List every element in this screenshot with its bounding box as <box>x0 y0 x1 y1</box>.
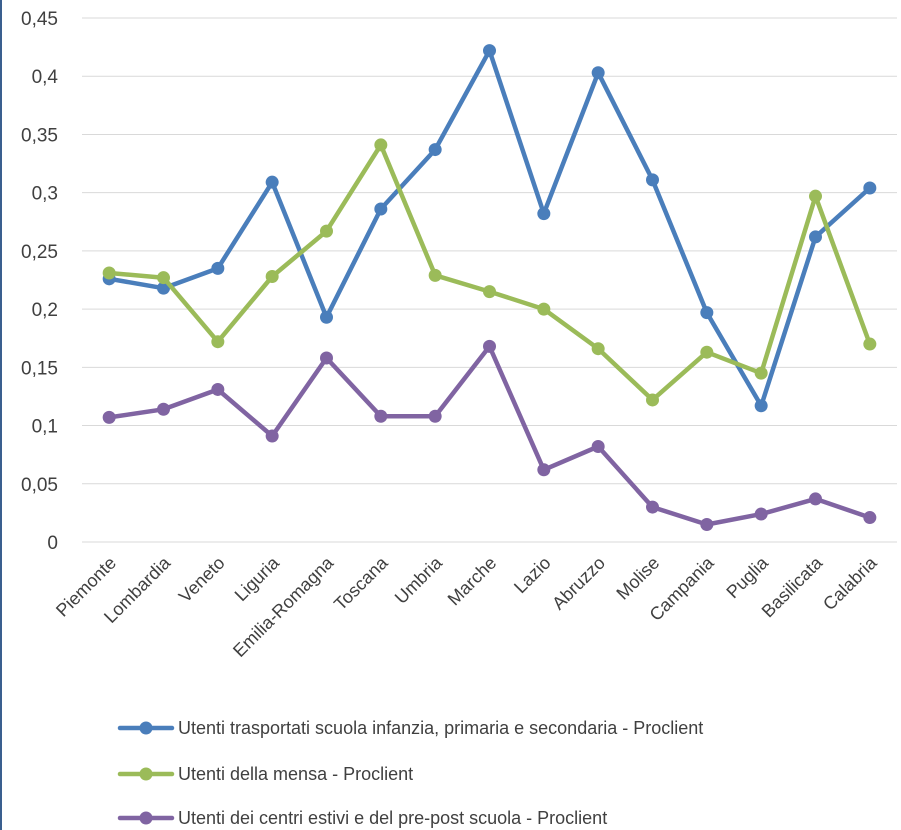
data-point <box>537 302 551 316</box>
legend-label: Utenti dei centri estivi e del pre-post … <box>178 808 607 828</box>
data-point <box>754 399 768 413</box>
data-point <box>265 270 279 284</box>
data-point <box>863 181 877 195</box>
data-point <box>157 271 170 285</box>
series-line <box>106 142 873 403</box>
data-point <box>591 66 605 80</box>
x-tick-label: Liguria <box>231 552 284 605</box>
legend-label: Utenti trasportati scuola infanzia, prim… <box>178 718 703 738</box>
data-point <box>320 310 333 324</box>
x-tick-label: Puglia <box>722 552 772 602</box>
series-3 <box>102 339 877 532</box>
data-point <box>428 143 442 157</box>
data-point <box>646 173 659 187</box>
data-point <box>809 230 822 244</box>
data-point <box>483 339 496 353</box>
y-tick-label: 0,1 <box>32 417 58 438</box>
legend-item: Utenti dei centri estivi e del pre-post … <box>117 808 607 828</box>
y-tick-label: 0,05 <box>21 475 58 496</box>
y-tick-label: 0,45 <box>21 9 58 30</box>
data-point <box>863 511 877 525</box>
y-tick-label: 0,25 <box>21 242 58 263</box>
left-edge-line <box>0 0 2 830</box>
data-point <box>374 409 388 423</box>
data-point <box>265 429 279 443</box>
data-point <box>483 44 496 58</box>
legend: Utenti trasportati scuola infanzia, prim… <box>117 718 703 828</box>
x-tick-label: Basilicata <box>758 552 827 621</box>
x-tick-label: Calabria <box>819 552 881 614</box>
data-point <box>700 345 714 359</box>
y-tick-label: 0,4 <box>32 67 59 88</box>
y-axis: 0 0,05 0,1 0,15 0,2 0,25 0,3 0,35 0,4 0,45 <box>21 9 58 554</box>
data-point <box>863 337 877 351</box>
legend-item: Utenti trasportati scuola infanzia, prim… <box>117 718 703 738</box>
data-point <box>537 207 551 221</box>
legend-swatch-marker <box>139 721 153 735</box>
data-point <box>809 492 822 506</box>
data-point <box>320 351 333 365</box>
legend-swatch-marker <box>139 767 153 781</box>
data-point <box>265 175 279 189</box>
data-point <box>754 507 768 521</box>
data-point <box>374 202 388 216</box>
data-point <box>809 189 822 203</box>
data-point <box>102 266 116 280</box>
y-tick-label: 0 <box>47 533 58 554</box>
data-point <box>591 342 605 356</box>
data-point <box>483 285 496 299</box>
data-point <box>374 138 388 152</box>
data-point <box>700 306 714 320</box>
x-tick-label: Umbria <box>391 552 447 608</box>
data-point <box>646 393 659 407</box>
y-tick-label: 0,3 <box>32 184 58 205</box>
data-point <box>646 500 659 514</box>
x-tick-label: Veneto <box>175 553 229 607</box>
x-tick-label: Toscana <box>330 552 392 614</box>
x-tick-label: Molise <box>612 553 663 604</box>
data-point <box>211 335 225 349</box>
data-point <box>157 402 170 416</box>
data-point <box>211 382 225 396</box>
legend-swatch-marker <box>139 811 153 825</box>
gridlines <box>82 17 897 543</box>
legend-item: Utenti della mensa - Proclient <box>117 764 413 784</box>
series-2 <box>102 138 877 407</box>
data-point <box>211 261 225 275</box>
x-tick-label: Lazio <box>510 553 555 598</box>
x-tick-label: Abruzzo <box>548 553 609 614</box>
y-tick-label: 0,15 <box>21 358 58 379</box>
y-tick-label: 0,35 <box>21 125 58 146</box>
data-point <box>102 410 116 424</box>
data-point <box>591 440 605 454</box>
x-tick-label: Marche <box>444 553 501 610</box>
y-tick-label: 0,2 <box>32 300 58 321</box>
data-point <box>754 366 768 380</box>
series-group <box>102 44 877 532</box>
data-point <box>428 409 442 423</box>
data-point <box>537 463 551 477</box>
legend-label: Utenti della mensa - Proclient <box>178 764 413 784</box>
series-1 <box>102 44 877 413</box>
x-tick-label: Emilia-Romagna <box>229 552 338 661</box>
data-point <box>700 518 714 532</box>
data-point <box>320 224 333 238</box>
data-point <box>428 268 442 282</box>
